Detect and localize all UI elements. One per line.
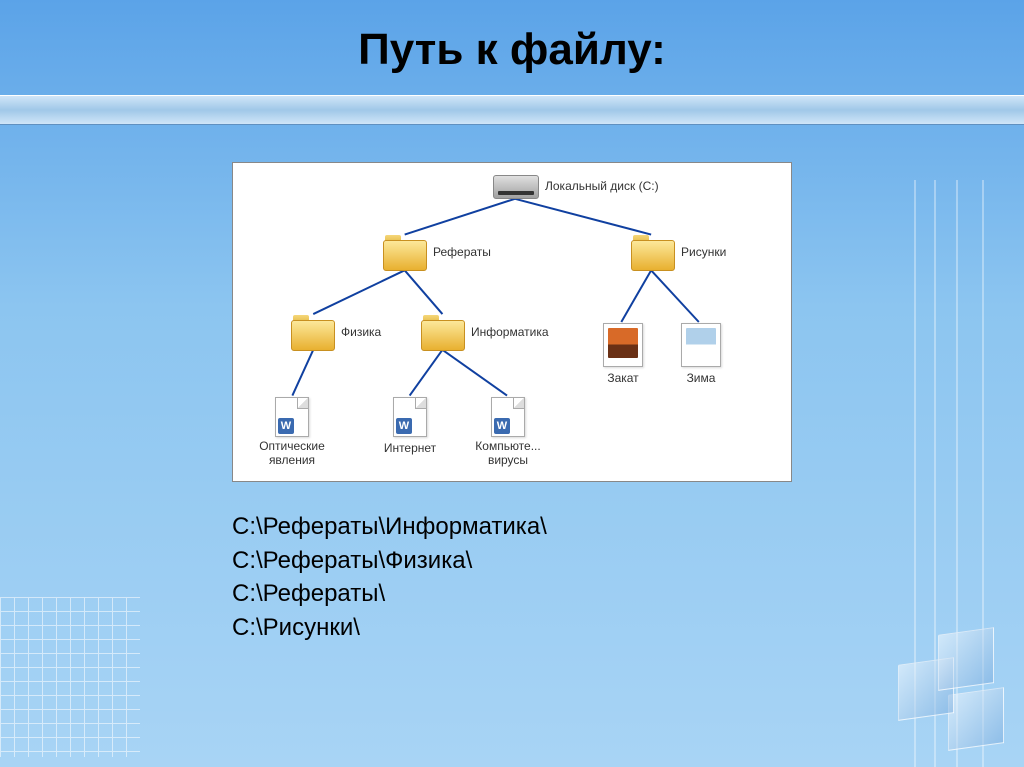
file-path: C:\Рефераты\Информатика\ [232, 510, 547, 544]
picture-icon [681, 323, 721, 367]
node-label: Закат [607, 371, 638, 385]
node-label: Интернет [384, 441, 436, 455]
node-label: Зима [687, 371, 716, 385]
folder-icon [383, 235, 427, 271]
folder-icon [421, 315, 465, 351]
tree-node-inf: Информатика [421, 315, 465, 351]
node-label: Физика [341, 325, 381, 339]
node-label: Информатика [471, 325, 549, 339]
node-label: Рефераты [433, 245, 491, 259]
file-path: C:\Рисунки\ [232, 611, 547, 645]
file-paths-list: C:\Рефераты\Информатика\C:\Рефераты\Физи… [232, 510, 547, 644]
node-label: Компьюте... вирусы [463, 439, 553, 467]
folder-icon [291, 315, 335, 351]
word-doc-icon [393, 397, 427, 437]
decorative-top-bar [0, 95, 1024, 125]
picture-icon [603, 323, 643, 367]
tree-node-sunset: Закат [603, 323, 643, 367]
tree-node-pics: Рисунки [631, 235, 675, 271]
tree-node-refs: Рефераты [383, 235, 427, 271]
tree-node-optic: Оптические явления [275, 397, 337, 467]
file-tree-diagram: Локальный диск (C:) Рефераты Рисунки Физика… [232, 162, 792, 482]
tree-node-phys: Физика [291, 315, 335, 351]
tree-node-inet: Интернет [393, 397, 427, 437]
disk-icon [493, 175, 539, 199]
tree-node-root: Локальный диск (C:) [493, 175, 539, 199]
file-path: C:\Рефераты\Физика\ [232, 544, 547, 578]
file-path: C:\Рефераты\ [232, 577, 547, 611]
decorative-grid [0, 597, 140, 757]
word-doc-icon [491, 397, 525, 437]
folder-icon [631, 235, 675, 271]
slide-title: Путь к файлу: [0, 25, 1024, 75]
node-label: Оптические явления [247, 439, 337, 467]
node-label: Локальный диск (C:) [545, 179, 659, 193]
tree-node-winter: Зима [681, 323, 721, 367]
node-label: Рисунки [681, 245, 726, 259]
word-doc-icon [275, 397, 309, 437]
tree-node-virus: Компьюте... вирусы [491, 397, 553, 467]
